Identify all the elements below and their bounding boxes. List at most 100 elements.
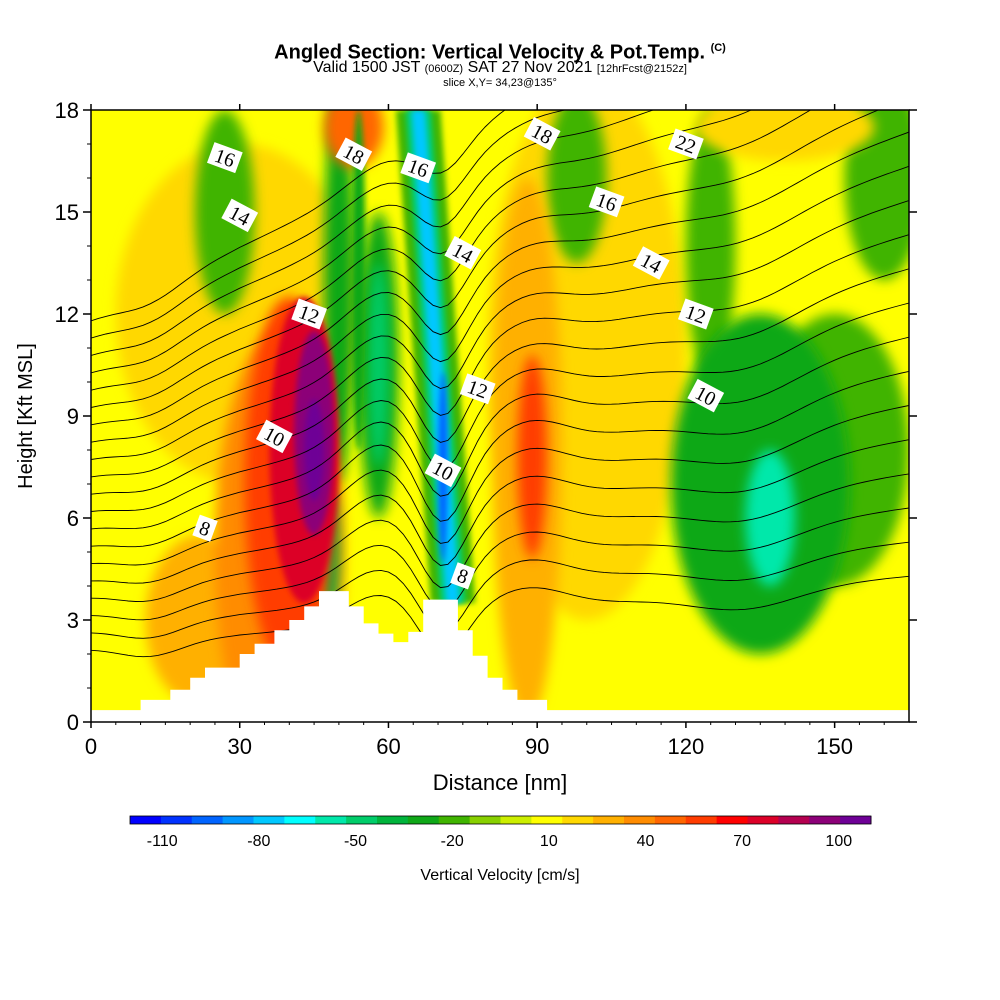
- colorbar-swatch: [840, 816, 872, 824]
- isentrope-line: [91, 110, 880, 408]
- colorbar-swatch: [593, 816, 625, 824]
- y-tick-label: 6: [67, 506, 79, 531]
- date-text: SAT 27 Nov 2021: [467, 59, 593, 76]
- colorbar-swatch: [531, 816, 563, 824]
- title-mark: (C): [710, 42, 726, 54]
- colorbar-swatch: [716, 816, 748, 824]
- colorbar-tick-label: -80: [247, 833, 270, 850]
- isentrope-label-box: [256, 419, 293, 454]
- isentrope-line: [91, 268, 909, 495]
- isentrope-line: [91, 473, 909, 602]
- isentrope-line: [91, 110, 812, 391]
- colorbar-swatch: [284, 816, 316, 824]
- y-tick-label: 9: [67, 404, 79, 429]
- isentrope-label-box: [400, 152, 437, 184]
- colorbar-swatch: [438, 816, 471, 824]
- x-tick-label: 150: [816, 734, 853, 759]
- colorbar-tick-label: 70: [733, 833, 751, 850]
- isentrope-label: 14: [444, 236, 482, 270]
- chart-title: Angled Section: Vertical Velocity & Pot.…: [0, 36, 1000, 65]
- chart-subtitle: Valid 1500 JST (0600Z) SAT 27 Nov 2021 […: [0, 59, 1000, 78]
- isentrope-line: [91, 110, 567, 339]
- colorbar-swatch: [346, 816, 378, 824]
- isentrope-line: [91, 165, 909, 443]
- x-tick-label: 60: [376, 734, 400, 759]
- isentrope-line: [91, 110, 753, 374]
- isentrope-label: 8: [192, 514, 218, 542]
- velocity-cell: [844, 110, 909, 280]
- colorbar-swatch: [377, 816, 409, 824]
- colorbar-label: Vertical Velocity [cm/s]: [420, 867, 579, 884]
- isentrope-line: [91, 110, 655, 356]
- colorbar-swatch: [654, 816, 687, 824]
- isentrope-line: [91, 336, 909, 530]
- valid-label: Valid 1500 JST: [313, 59, 421, 76]
- velocity-cell: [304, 399, 325, 501]
- colorbar-tick-label: 10: [540, 833, 558, 850]
- isentrope-line: [91, 200, 909, 460]
- title-main: Angled Section: Vertical Velocity & Pot.…: [274, 41, 705, 64]
- isentrope-line: [91, 110, 506, 322]
- colorbar-swatch: [130, 816, 162, 824]
- forecast-info: [12hrFcst@2152z]: [596, 63, 687, 75]
- isentrope-label: 16: [588, 186, 625, 218]
- x-axis: 0 30 60 90 120 150: [85, 104, 885, 759]
- isentrope-label-box: [221, 198, 259, 233]
- x-tick-label: 90: [525, 734, 549, 759]
- terrain: [91, 591, 909, 722]
- isentrope-line: [91, 131, 909, 426]
- y-tick-label: 3: [67, 608, 79, 633]
- colorbar-swatch: [778, 816, 810, 824]
- colorbar-swatch: [500, 816, 532, 824]
- colorbar-swatch: [222, 816, 254, 824]
- isentrope-label-box: [523, 117, 561, 151]
- isentrope-line: [91, 439, 909, 584]
- colorbar-tick-label: 40: [637, 833, 655, 850]
- isentrope-line: [91, 405, 909, 566]
- isentrope-line: [91, 507, 909, 621]
- isentrope-label-box: [632, 246, 670, 280]
- colorbar-swatch: [315, 816, 347, 824]
- isentropes: [91, 110, 909, 658]
- utc-time: (0600Z): [424, 63, 464, 75]
- colorbar-swatch: [469, 816, 501, 824]
- colorbar: -110 -80 -50 -20 10 40 70 100: [129, 815, 872, 850]
- isentrope-label-box: [677, 298, 714, 330]
- isentrope-line: [91, 234, 909, 478]
- colorbar-swatch: [191, 816, 224, 824]
- colorbar-frame: [129, 815, 872, 825]
- colorbar-swatch: [685, 816, 718, 824]
- x-axis-label: Distance [nm]: [433, 770, 568, 795]
- isentrope-label-box: [668, 128, 704, 160]
- colorbar-tick-label: -50: [344, 833, 367, 850]
- isentrope-line: [91, 575, 909, 658]
- colorbar-swatch: [747, 816, 779, 824]
- colorbar-swatch: [562, 816, 594, 824]
- isentrope-line: [91, 302, 909, 512]
- colorbar-tick-label: -110: [147, 833, 178, 850]
- velocity-cell: [547, 110, 607, 263]
- colorbar-tick-label: -20: [441, 833, 464, 850]
- isentrope-line: [91, 541, 909, 639]
- colorbar-swatch: [253, 816, 285, 824]
- colorbar-swatch: [407, 816, 440, 824]
- isentrope-label-box: [459, 373, 496, 405]
- x-tick-label: 120: [668, 734, 705, 759]
- y-axis-label: Height [Kft MSL]: [15, 343, 37, 489]
- isentrope-label: 8: [450, 562, 476, 590]
- x-tick-label: 0: [85, 734, 97, 759]
- isentrope-label-box: [206, 142, 243, 174]
- x-tick-label: 30: [227, 734, 251, 759]
- isentrope-label-box: [424, 453, 462, 488]
- colorbar-tick-label: 100: [825, 833, 852, 850]
- colorbar-swatch: [809, 816, 841, 824]
- y-tick-label: 12: [55, 302, 79, 327]
- velocity-cell: [695, 110, 875, 161]
- colorbar-swatch: [160, 816, 193, 824]
- velocity-cell: [517, 354, 548, 559]
- velocity-cell: [745, 450, 795, 586]
- y-axis: 0 3 6 9 12 15 18: [55, 98, 917, 735]
- y-tick-label: 18: [55, 98, 79, 123]
